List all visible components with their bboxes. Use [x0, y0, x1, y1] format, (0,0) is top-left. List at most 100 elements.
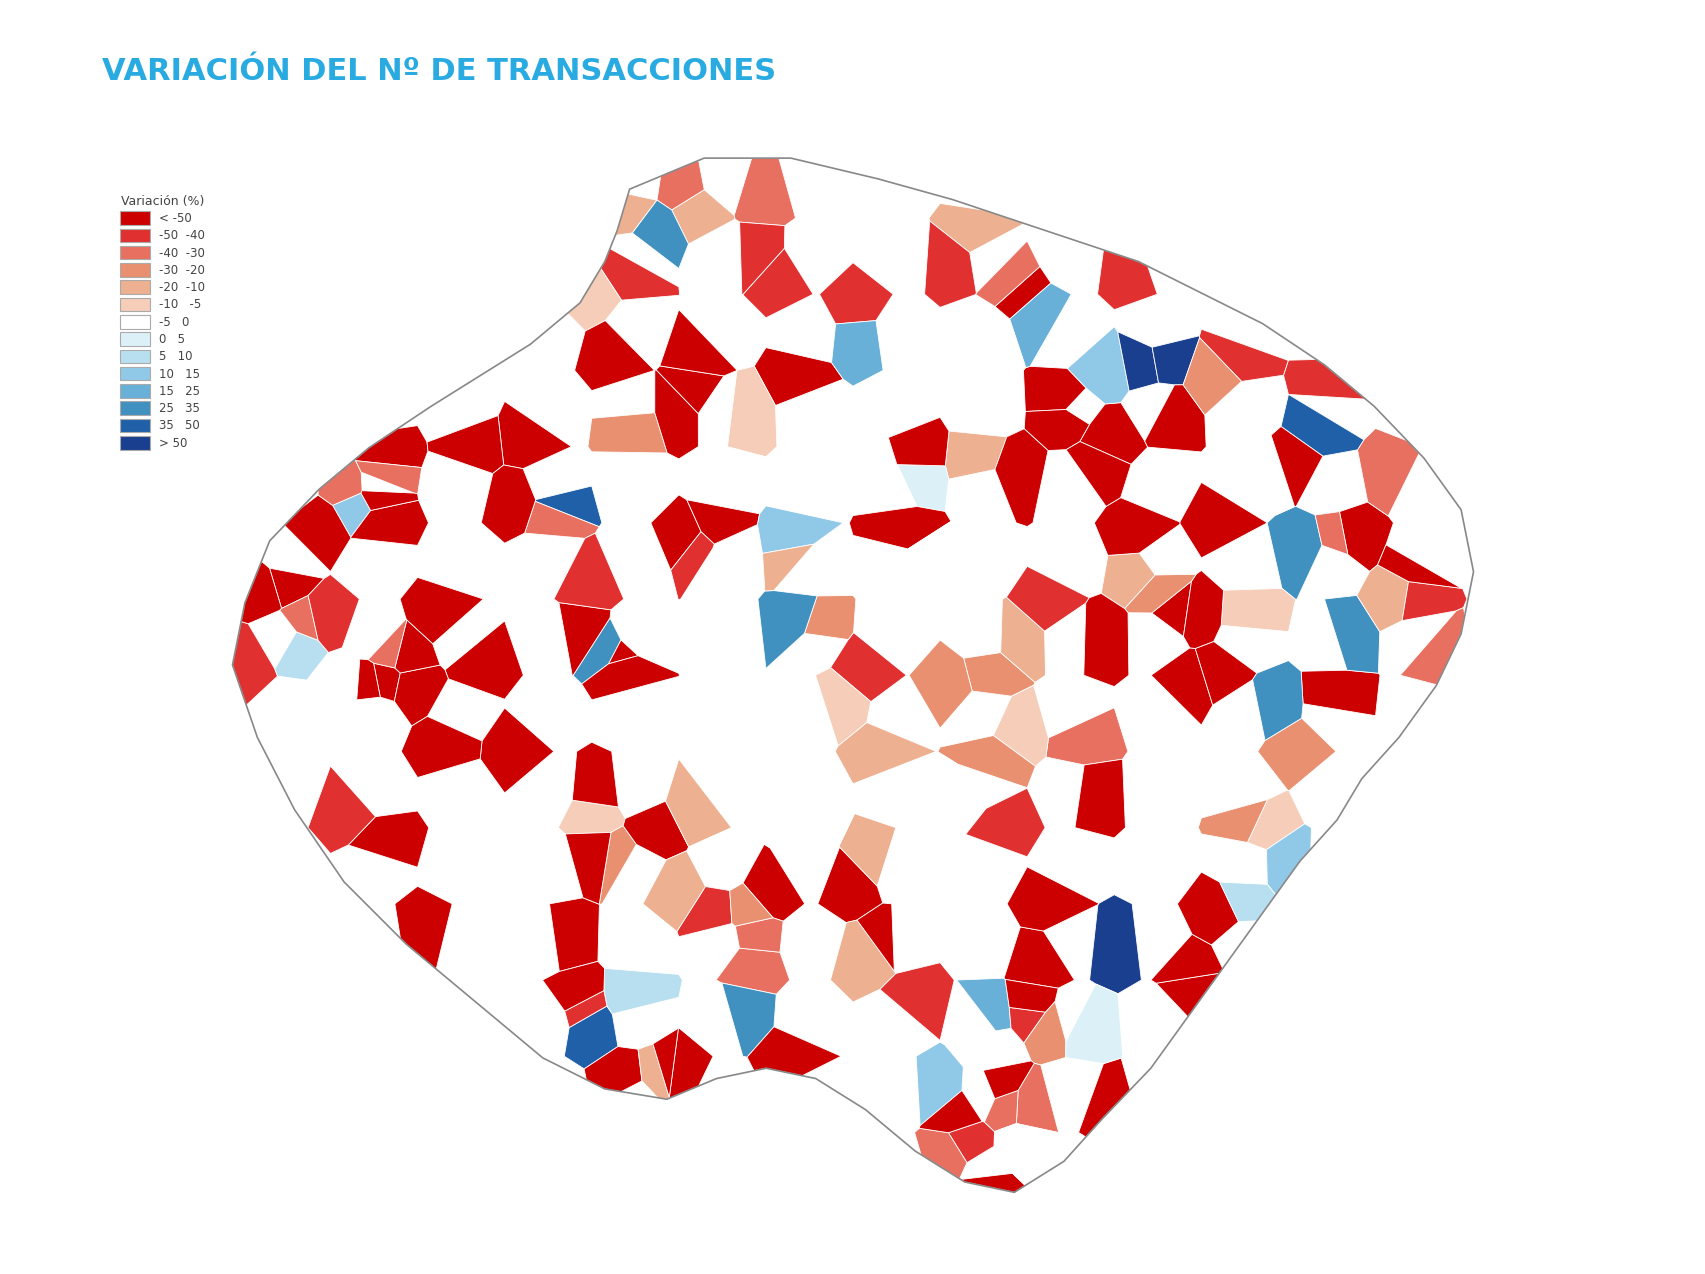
Polygon shape [916, 1042, 963, 1125]
Polygon shape [960, 1173, 1025, 1192]
Polygon shape [757, 806, 854, 847]
Polygon shape [656, 161, 704, 210]
Polygon shape [600, 248, 679, 301]
Polygon shape [924, 220, 975, 307]
Polygon shape [1246, 790, 1304, 850]
Polygon shape [1151, 581, 1190, 637]
Polygon shape [285, 496, 351, 572]
Text: VARIACIÓN DEL Nº DE TRANSACCIONES: VARIACIÓN DEL Nº DE TRANSACCIONES [102, 57, 776, 87]
Polygon shape [716, 948, 789, 994]
Polygon shape [963, 652, 1035, 696]
Polygon shape [351, 501, 428, 545]
Polygon shape [880, 963, 953, 1041]
Polygon shape [1355, 564, 1408, 632]
Polygon shape [1023, 409, 1089, 451]
Polygon shape [394, 887, 452, 970]
Polygon shape [1066, 984, 1122, 1064]
Polygon shape [994, 429, 1047, 526]
Polygon shape [280, 595, 317, 641]
Polygon shape [554, 533, 624, 610]
Polygon shape [332, 493, 370, 538]
Polygon shape [564, 991, 607, 1028]
Polygon shape [1241, 436, 1294, 515]
Polygon shape [740, 222, 784, 294]
Polygon shape [355, 426, 428, 468]
Polygon shape [965, 789, 1045, 857]
Polygon shape [957, 978, 1011, 1031]
Polygon shape [1089, 894, 1141, 994]
Polygon shape [479, 708, 554, 792]
Polygon shape [687, 499, 759, 544]
Polygon shape [670, 531, 714, 600]
Polygon shape [1117, 331, 1158, 391]
Polygon shape [361, 490, 418, 511]
Polygon shape [598, 826, 636, 905]
Polygon shape [1400, 608, 1465, 685]
Polygon shape [914, 1129, 967, 1178]
Polygon shape [1144, 385, 1205, 452]
Polygon shape [909, 640, 972, 729]
Polygon shape [754, 348, 842, 405]
Polygon shape [730, 883, 772, 926]
Polygon shape [762, 544, 813, 591]
Polygon shape [839, 814, 895, 887]
Polygon shape [232, 622, 278, 706]
Polygon shape [849, 507, 950, 549]
Polygon shape [713, 525, 764, 591]
Polygon shape [558, 800, 626, 834]
Polygon shape [1023, 367, 1086, 412]
Polygon shape [1100, 553, 1154, 609]
Polygon shape [721, 984, 776, 1057]
Polygon shape [817, 847, 881, 922]
Polygon shape [1183, 571, 1222, 648]
Polygon shape [656, 366, 723, 414]
Polygon shape [309, 575, 360, 652]
Polygon shape [1079, 403, 1147, 464]
Polygon shape [1009, 1008, 1045, 1043]
Polygon shape [1078, 1057, 1129, 1136]
Polygon shape [1402, 582, 1466, 620]
Polygon shape [498, 401, 571, 469]
Polygon shape [307, 647, 360, 722]
Polygon shape [919, 1091, 982, 1133]
Polygon shape [355, 461, 421, 494]
Polygon shape [653, 1028, 679, 1097]
Polygon shape [373, 664, 401, 702]
Polygon shape [1151, 934, 1222, 984]
Polygon shape [269, 568, 324, 609]
Polygon shape [677, 887, 731, 936]
Polygon shape [945, 431, 1006, 479]
Polygon shape [1006, 566, 1089, 631]
Polygon shape [348, 812, 428, 868]
Polygon shape [1183, 338, 1241, 415]
Polygon shape [1265, 824, 1311, 894]
Legend: < -50, -50  -40, -40  -30, -30  -20, -20  -10, -10   -5, -5   0, 0   5, 5   10, : < -50, -50 -40, -40 -30, -30 -20, -20 -1… [114, 189, 211, 456]
Polygon shape [1195, 641, 1257, 705]
Polygon shape [1357, 428, 1419, 516]
Polygon shape [240, 562, 281, 624]
Polygon shape [992, 685, 1049, 767]
Polygon shape [747, 1027, 841, 1075]
Polygon shape [564, 832, 610, 905]
Polygon shape [564, 1006, 617, 1069]
Polygon shape [1219, 882, 1275, 921]
Polygon shape [1045, 708, 1127, 764]
Polygon shape [588, 413, 667, 454]
Polygon shape [994, 266, 1050, 318]
Polygon shape [481, 465, 535, 543]
Polygon shape [984, 1091, 1018, 1131]
Polygon shape [575, 321, 655, 391]
Polygon shape [655, 369, 697, 459]
Polygon shape [994, 1124, 1057, 1186]
Polygon shape [830, 633, 905, 702]
Polygon shape [1023, 1001, 1066, 1065]
Polygon shape [317, 460, 361, 506]
Polygon shape [525, 502, 598, 539]
Polygon shape [735, 917, 783, 952]
Polygon shape [948, 1121, 994, 1163]
Polygon shape [945, 1028, 1030, 1070]
Polygon shape [1257, 719, 1335, 791]
Polygon shape [742, 248, 813, 317]
Polygon shape [638, 1043, 668, 1099]
Polygon shape [573, 618, 621, 684]
